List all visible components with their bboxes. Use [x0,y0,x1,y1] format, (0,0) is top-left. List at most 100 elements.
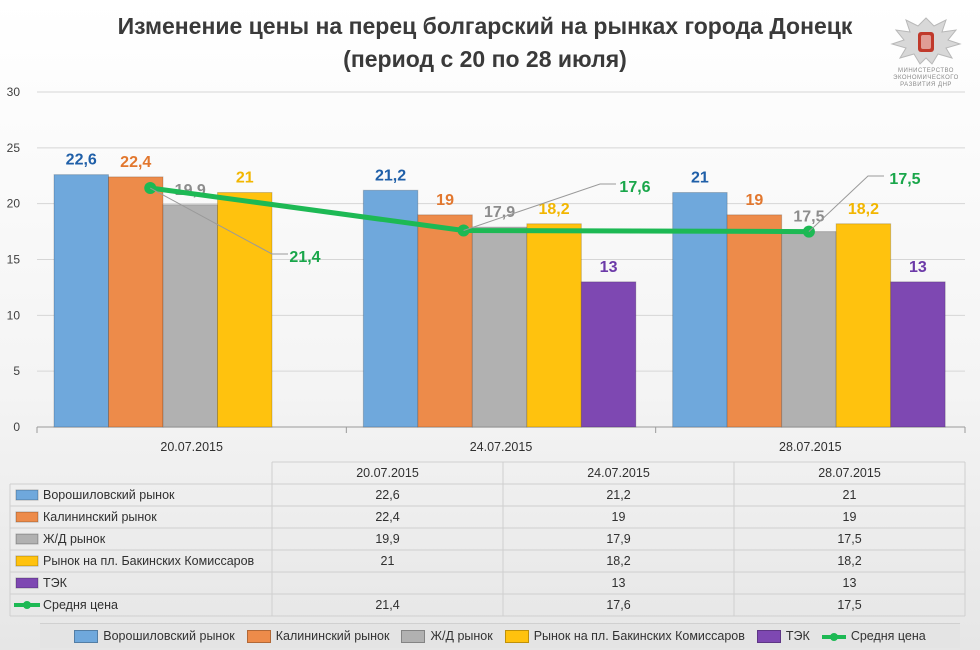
bar-2 [108,176,164,428]
bar-chart: 0 5 10 15 20 25 30 20.07.2015 24.07.2015 28.07.20… [7,85,966,617]
bar-2 [417,214,473,428]
table-cell: 22,6 [375,488,399,502]
bar-1 [362,189,419,428]
legend-swatch [401,629,426,643]
bar-3 [162,204,218,428]
bar-5 [890,281,946,428]
table-legend-swatch [15,577,39,589]
table-cell: 17,9 [606,532,630,546]
data-label: 22,4 [120,154,151,171]
data-label: 18,2 [848,201,879,218]
table-header-cell: 24.07.2015 [587,466,650,480]
average-price-label: 17,6 [619,179,650,196]
legend-item: Ворошиловский рынок [74,629,235,643]
table-cell: 17,6 [606,598,630,612]
legend-item: Калининский рынок [246,629,390,643]
table-cell: 21,2 [606,488,630,502]
legend-label: Средня цена [850,629,926,643]
y-tick-label: 0 [13,420,20,434]
chart-title-line2: (период с 20 по 28 июля) [343,46,627,72]
table-cell: 21,4 [375,598,399,612]
data-label: 22,6 [66,152,97,169]
x-category-label: 20.07.2015 [160,440,223,454]
emblem-caption-line: МИНИСТЕРСТВО [898,68,954,74]
table-cell: 19 [843,510,857,524]
legend-item: ТЭК [756,629,810,643]
bar-1 [53,174,109,428]
legend-line-marker [821,631,846,642]
bar-3 [781,231,837,428]
average-price-label: 17,5 [889,171,920,188]
table-cell: 19 [612,510,626,524]
table-row-label: Средня цена [43,598,118,612]
table-row-label: Калининский рынок [43,510,157,524]
chart-title-line1: Изменение цены на перец болгарский на ры… [117,13,853,39]
bar-2 [726,214,783,428]
legend-item: Ж/Д рынок [401,629,493,643]
legend-label: Калининский рынок [275,629,390,643]
bar-1 [672,192,728,428]
emblem-caption: МИНИСТЕРСТВО ЭКОНОМИЧЕСКОГО РАЗВИТИЯ ДНР [878,68,974,89]
legend-label: Рынок на пл. Бакинских Комиссаров [533,629,745,643]
data-label: 17,9 [484,204,515,221]
emblem-caption-line: ЭКОНОМИЧЕСКОГО [893,75,959,81]
bar-4 [217,192,273,428]
legend-swatch [504,629,529,643]
emblem-caption-line: РАЗВИТИЯ ДНР [900,82,952,88]
table-cell: 18,2 [606,554,630,568]
table-header-cell: 28.07.2015 [818,466,881,480]
legend-label: Ворошиловский рынок [103,629,235,643]
table-cell: 13 [612,576,626,590]
callout-leader [808,175,884,232]
dnr-eagle-emblem-icon [888,14,964,96]
table-legend-marker [23,601,31,609]
y-tick-label: 20 [7,197,21,211]
legend-label: Ж/Д рынок [430,629,493,643]
y-tick-label: 5 [13,364,20,378]
table-legend-swatch [15,511,39,523]
bar-5 [580,281,637,428]
y-tick-label: 15 [7,253,21,267]
average-price-label: 21,4 [289,249,320,266]
table-legend-swatch [15,555,39,567]
callout-leader [463,183,616,231]
table-row-label: Ж/Д рынок [43,532,106,546]
y-tick-label: 25 [7,141,21,155]
table-legend-swatch [15,533,39,545]
table-row-label: Ворошиловский рынок [43,488,175,502]
table-row-label: ТЭК [43,576,68,590]
table-cell: 22,4 [375,510,399,524]
x-category-label: 28.07.2015 [779,440,842,454]
data-label: 21 [691,170,709,187]
bar-4 [526,223,582,428]
table-cell: 21 [843,488,857,502]
data-label: 21 [236,170,254,187]
data-label: 18,2 [539,201,570,218]
table-cell: 17,5 [837,532,861,546]
table-cell: 19,9 [375,532,399,546]
legend-swatch [246,629,271,643]
legend-item: Средня цена [821,629,926,643]
bar-3 [471,226,528,428]
callout-leader [150,187,288,255]
chart-legend: Ворошиловский рынок Калининский рынок Ж/… [40,623,960,648]
y-tick-label: 10 [7,308,21,322]
table-header-cell: 20.07.2015 [356,466,419,480]
data-label: 13 [600,259,618,276]
legend-label: ТЭК [785,629,810,643]
legend-swatch [74,629,99,643]
table-cell: 17,5 [837,598,861,612]
data-label: 19 [746,192,764,209]
legend-swatch [756,629,781,643]
data-label: 19 [436,192,454,209]
y-tick-label: 30 [7,85,21,99]
table-row-label: Рынок на пл. Бакинских Комиссаров [43,554,255,568]
table-cell: 18,2 [837,554,861,568]
x-category-label: 24.07.2015 [470,440,533,454]
table-cell: 13 [843,576,857,590]
data-label: 13 [909,259,927,276]
data-label: 17,5 [793,209,824,226]
table-legend-swatch [15,489,39,501]
table-cell: 21 [381,554,395,568]
bar-4 [835,223,892,428]
